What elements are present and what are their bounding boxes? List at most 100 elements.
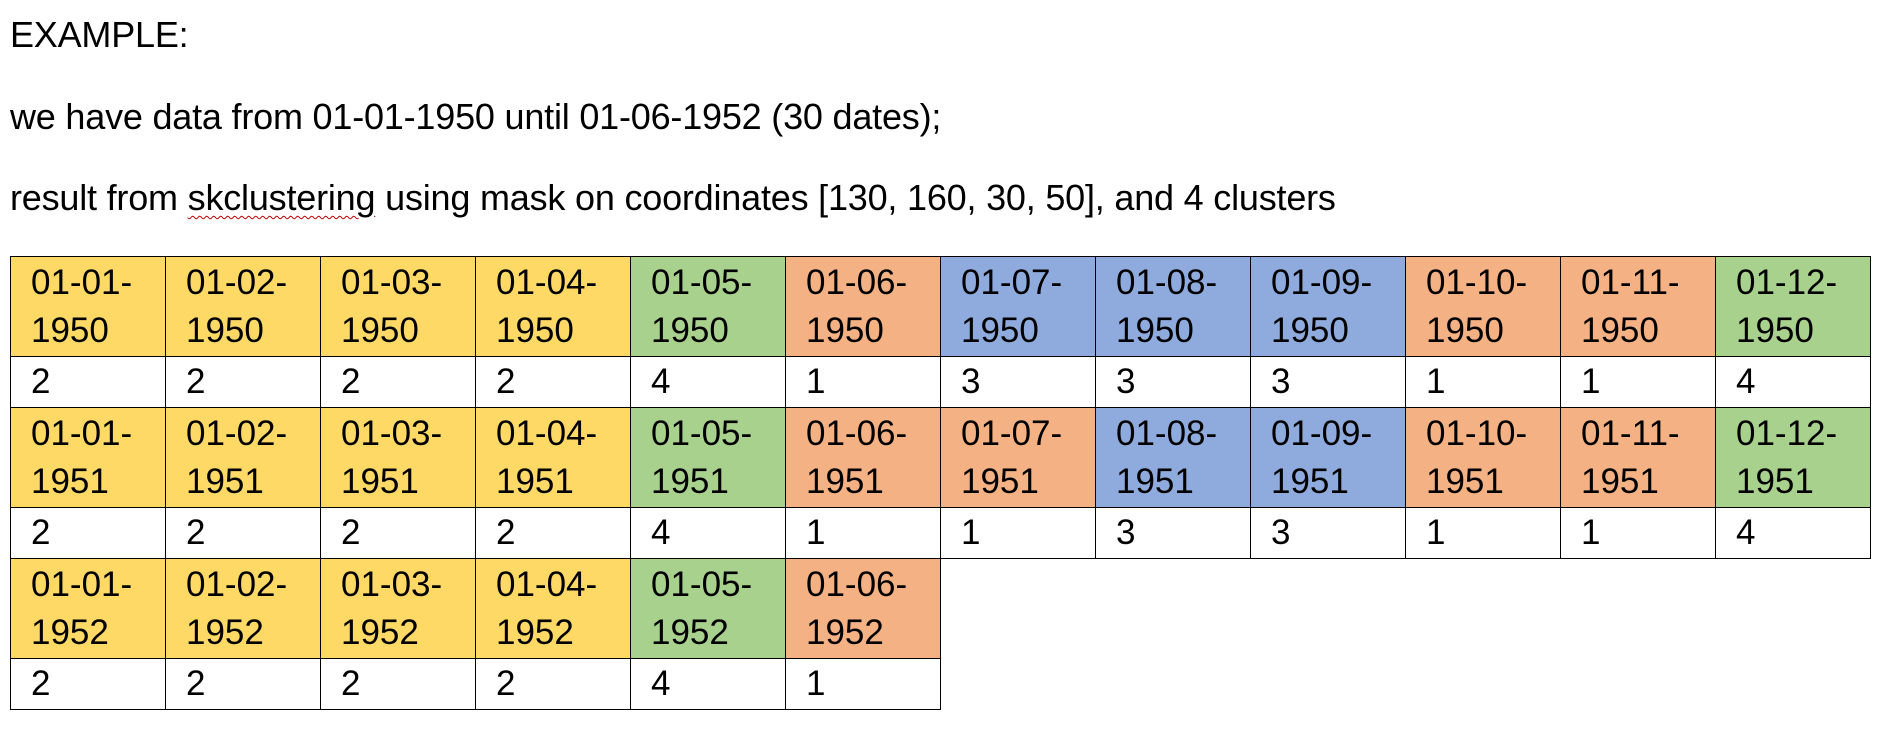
date-cell[interactable]: 01-10- 1950 (1405, 256, 1561, 357)
date-day: 01-02- (186, 263, 288, 302)
date-year: 1951 (961, 462, 1039, 501)
empty-cell (1406, 659, 1561, 710)
cluster-table: 01-01- 1950 01-02- 1950 01-03- 1950 01-04- 1… (10, 256, 1871, 710)
cluster-value-cell[interactable]: 1 (785, 658, 941, 710)
date-cell[interactable]: 01-02- 1951 (165, 407, 321, 508)
cluster-value-cell[interactable]: 2 (320, 507, 476, 559)
date-cell[interactable]: 01-09- 1950 (1250, 256, 1406, 357)
date-cell[interactable]: 01-12- 1950 (1715, 256, 1871, 357)
date-year: 1950 (31, 311, 109, 350)
date-cell[interactable]: 01-03- 1952 (320, 558, 476, 659)
date-cell[interactable]: 01-11- 1950 (1560, 256, 1716, 357)
data-range-text: we have data from 01-01-1950 until 01-06… (10, 96, 942, 137)
cluster-value-cell[interactable]: 1 (940, 507, 1096, 559)
empty-cell (1561, 659, 1716, 710)
cluster-value-cell[interactable]: 4 (630, 356, 786, 408)
date-row-1951: 01-01- 1951 01-02- 1951 01-03- 1951 01-04- 1… (10, 407, 1871, 508)
date-year: 1950 (1736, 311, 1814, 350)
date-cell[interactable]: 01-02- 1952 (165, 558, 321, 659)
date-cell[interactable]: 01-05- 1952 (630, 558, 786, 659)
date-row-1952: 01-01- 1952 01-02- 1952 01-03- 1952 01-04- 1… (10, 558, 1871, 659)
cluster-value-cell[interactable]: 3 (1250, 356, 1406, 408)
cluster-value-cell[interactable]: 2 (165, 356, 321, 408)
date-year: 1951 (186, 462, 264, 501)
cluster-value-cell[interactable]: 1 (1405, 507, 1561, 559)
cluster-value-cell[interactable]: 2 (320, 658, 476, 710)
date-year: 1950 (186, 311, 264, 350)
date-day: 01-10- (1426, 263, 1528, 302)
date-year: 1951 (651, 462, 729, 501)
cluster-value-cell[interactable]: 4 (630, 658, 786, 710)
date-cell[interactable]: 01-01- 1950 (10, 256, 166, 357)
date-cell[interactable]: 01-09- 1951 (1250, 407, 1406, 508)
cluster-value-cell[interactable]: 2 (165, 658, 321, 710)
date-cell[interactable]: 01-08- 1951 (1095, 407, 1251, 508)
cluster-value-cell[interactable]: 2 (320, 356, 476, 408)
misspelled-word-skclustering[interactable]: skclustering (187, 177, 376, 218)
cluster-row-1950: 2 2 2 2 4 1 3 3 3 1 1 4 (10, 356, 1871, 408)
date-cell[interactable]: 01-04- 1952 (475, 558, 631, 659)
date-cell[interactable]: 01-05- 1951 (630, 407, 786, 508)
date-cell[interactable]: 01-04- 1950 (475, 256, 631, 357)
result-text-end: using mask on coordinates [130, 160, 30,… (375, 177, 1336, 218)
cluster-value-cell[interactable]: 2 (475, 507, 631, 559)
cluster-value-cell[interactable]: 1 (1560, 507, 1716, 559)
cluster-value-cell[interactable]: 2 (10, 507, 166, 559)
cluster-value-cell[interactable]: 4 (1715, 507, 1871, 559)
date-cell[interactable]: 01-07- 1950 (940, 256, 1096, 357)
cluster-value-cell[interactable]: 1 (785, 356, 941, 408)
date-cell[interactable]: 01-06- 1951 (785, 407, 941, 508)
date-cell[interactable]: 01-05- 1950 (630, 256, 786, 357)
cluster-value-cell[interactable]: 2 (10, 658, 166, 710)
date-cell[interactable]: 01-01- 1951 (10, 407, 166, 508)
date-year: 1952 (186, 613, 264, 652)
date-cell[interactable]: 01-06- 1952 (785, 558, 941, 659)
date-year: 1951 (1116, 462, 1194, 501)
date-year: 1950 (961, 311, 1039, 350)
date-year: 1950 (1116, 311, 1194, 350)
date-year: 1951 (1271, 462, 1349, 501)
date-cell[interactable]: 01-03- 1951 (320, 407, 476, 508)
date-cell[interactable]: 01-10- 1951 (1405, 407, 1561, 508)
cluster-value-cell[interactable]: 3 (1250, 507, 1406, 559)
date-cell[interactable]: 01-08- 1950 (1095, 256, 1251, 357)
date-cell[interactable]: 01-03- 1950 (320, 256, 476, 357)
cluster-value-cell[interactable]: 3 (940, 356, 1096, 408)
cluster-value-cell[interactable]: 1 (1405, 356, 1561, 408)
date-cell[interactable]: 01-02- 1950 (165, 256, 321, 357)
date-day: 01-04- (496, 414, 598, 453)
date-year: 1951 (341, 462, 419, 501)
cluster-value-cell[interactable]: 2 (475, 658, 631, 710)
date-year: 1952 (31, 613, 109, 652)
cluster-row-1951: 2 2 2 2 4 1 1 3 3 1 1 4 (10, 507, 1871, 559)
date-day: 01-11- (1581, 263, 1680, 302)
date-year: 1952 (496, 613, 574, 652)
date-cell[interactable]: 01-06- 1950 (785, 256, 941, 357)
cluster-value-cell[interactable]: 3 (1095, 507, 1251, 559)
cluster-value-cell[interactable]: 1 (785, 507, 941, 559)
date-day: 01-07- (961, 414, 1063, 453)
example-label: EXAMPLE: (10, 14, 189, 55)
date-day: 01-05- (651, 263, 753, 302)
heading-example: EXAMPLE: (10, 14, 189, 56)
cluster-value-cell[interactable]: 4 (630, 507, 786, 559)
date-cell[interactable]: 01-07- 1951 (940, 407, 1096, 508)
date-day: 01-08- (1116, 263, 1218, 302)
cluster-value-cell[interactable]: 3 (1095, 356, 1251, 408)
date-year: 1952 (806, 613, 884, 652)
date-day: 01-06- (806, 565, 908, 604)
cluster-value-cell[interactable]: 2 (165, 507, 321, 559)
date-cell[interactable]: 01-12- 1951 (1715, 407, 1871, 508)
date-day: 01-05- (651, 414, 753, 453)
date-cell[interactable]: 01-04- 1951 (475, 407, 631, 508)
date-day: 01-06- (806, 263, 908, 302)
date-cell[interactable]: 01-01- 1952 (10, 558, 166, 659)
date-cell[interactable]: 01-11- 1951 (1560, 407, 1716, 508)
cluster-value-cell[interactable]: 4 (1715, 356, 1871, 408)
empty-cell (941, 559, 1096, 659)
empty-cell (1716, 559, 1871, 659)
empty-cell (1251, 559, 1406, 659)
cluster-value-cell[interactable]: 1 (1560, 356, 1716, 408)
cluster-value-cell[interactable]: 2 (10, 356, 166, 408)
cluster-value-cell[interactable]: 2 (475, 356, 631, 408)
